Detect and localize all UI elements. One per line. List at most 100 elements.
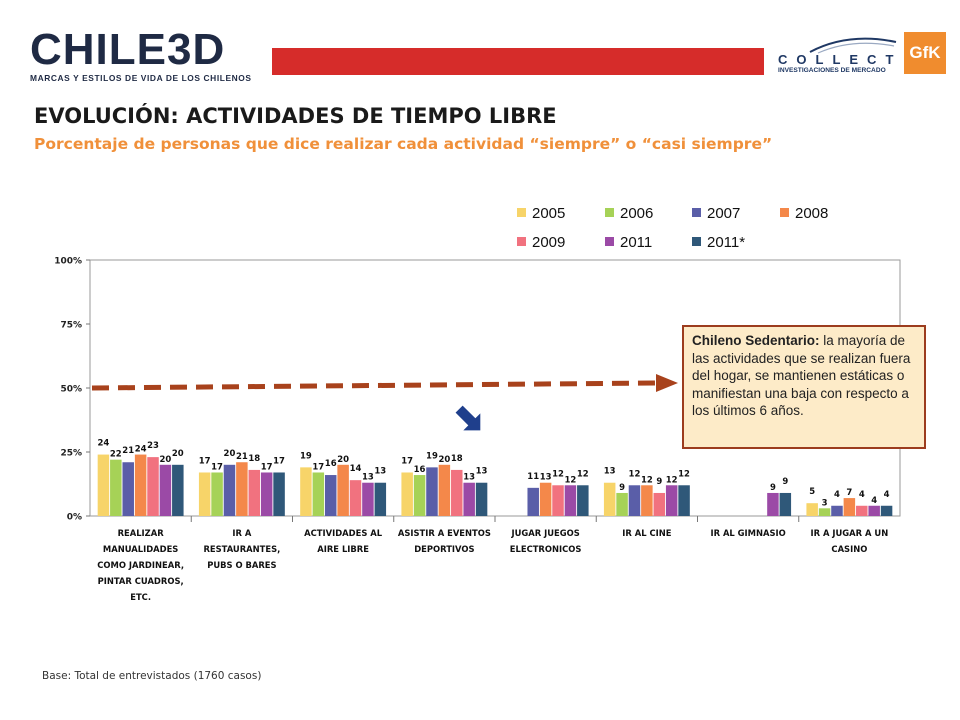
y-tick-label: 25% (60, 449, 82, 459)
bar (134, 454, 147, 516)
bar (843, 498, 856, 516)
collect-gfk-logo: COLLECT INVESTIGACIONES DE MERCADO GfK (778, 30, 948, 80)
header-accent-bar (272, 48, 764, 75)
bar (110, 459, 122, 516)
data-label: 18 (451, 454, 463, 464)
bar (831, 505, 843, 516)
bar (413, 475, 426, 516)
bar (653, 492, 666, 516)
data-label: 9 (782, 477, 788, 487)
bar (312, 472, 325, 516)
legend-swatch (517, 237, 526, 246)
page-subtitle: Porcentaje de personas que dice realizar… (34, 135, 773, 153)
bar (641, 485, 653, 516)
bar (603, 482, 616, 516)
legend-swatch (780, 208, 789, 217)
bar (273, 472, 285, 516)
bar (248, 469, 261, 516)
data-label: 20 (160, 455, 172, 465)
bar (577, 485, 589, 516)
arrow-shape (455, 405, 481, 431)
bar (122, 462, 134, 516)
data-label: 23 (147, 441, 159, 451)
data-label: 19 (300, 451, 312, 461)
callout-body: la mayoría de las actividades que se rea… (692, 333, 911, 418)
bar (665, 485, 678, 516)
callout-title: Chileno Sedentario: (692, 333, 820, 348)
data-label: 20 (438, 455, 450, 465)
bar (159, 464, 172, 516)
bar (552, 485, 564, 516)
data-label: 20 (172, 449, 184, 459)
data-label: 9 (770, 483, 776, 493)
data-label: 17 (312, 462, 324, 472)
bar (806, 503, 818, 516)
category-label: AIRE LIBRE (317, 544, 369, 554)
bar (260, 472, 273, 516)
bar (324, 475, 337, 516)
data-label: 17 (211, 462, 223, 472)
data-label: 17 (401, 456, 413, 466)
bar (300, 467, 312, 516)
legend-label: 2007 (707, 205, 740, 222)
bar (223, 464, 236, 516)
bar (779, 492, 792, 516)
data-label: 16 (414, 465, 426, 475)
data-label: 4 (834, 490, 840, 500)
bar (628, 485, 641, 516)
legend-swatch (692, 208, 701, 217)
legend-label: 2005 (532, 205, 565, 222)
legend-label: 2011* (707, 234, 745, 251)
bar (172, 464, 184, 516)
category-label: ETC. (130, 592, 151, 602)
bar (362, 482, 374, 516)
legend-label: 2011 (620, 234, 652, 251)
trend-arrowhead-icon (656, 374, 678, 392)
chile3d-logo: CHILE3D MARCAS Y ESTILOS DE VIDA DE LOS … (30, 25, 270, 84)
data-label: 18 (248, 454, 260, 464)
legend-label: 2009 (532, 234, 565, 251)
data-label: 12 (666, 475, 678, 485)
data-label: 12 (678, 469, 690, 479)
category-label: ASISTIR A EVENTOS (398, 528, 491, 538)
bar (527, 487, 539, 516)
data-label: 13 (362, 473, 374, 483)
category-label: RESTAURANTES, (203, 544, 280, 554)
data-label: 24 (135, 445, 147, 455)
bar (856, 505, 868, 516)
bar (349, 480, 362, 516)
legend-swatch (605, 237, 614, 246)
data-label: 13 (476, 467, 488, 477)
bar (868, 505, 880, 516)
data-label: 7 (846, 488, 852, 498)
logo-word: CHILE3D (30, 25, 226, 74)
category-label: MANUALIDADES (103, 544, 178, 554)
collect-tagline: INVESTIGACIONES DE MERCADO (778, 67, 886, 74)
data-label: 4 (871, 496, 877, 506)
bar (463, 482, 475, 516)
y-tick-label: 75% (60, 321, 82, 331)
data-label: 24 (98, 439, 110, 449)
category-label: PUBS O BARES (207, 560, 276, 570)
bar (426, 467, 438, 516)
bar (198, 472, 211, 516)
data-label: 21 (236, 452, 248, 462)
data-label: 22 (110, 450, 122, 460)
category-label: COMO JARDINEAR, (97, 560, 184, 570)
data-label: 20 (224, 449, 236, 459)
data-label: 21 (122, 446, 134, 456)
bar (438, 464, 451, 516)
data-label: 13 (463, 473, 475, 483)
category-label: PINTAR CUADROS, (98, 576, 184, 586)
category-label: JUGAR JUEGOS (510, 528, 579, 538)
page-title: EVOLUCIÓN: ACTIVIDADES DE TIEMPO LIBRE (34, 104, 557, 128)
legend-swatch (517, 208, 526, 217)
data-label: 13 (604, 467, 616, 477)
bar (374, 482, 387, 516)
data-label: 17 (273, 456, 285, 466)
data-label: 19 (426, 451, 438, 461)
data-label: 17 (261, 462, 273, 472)
bar (236, 462, 248, 516)
bar (880, 505, 893, 516)
